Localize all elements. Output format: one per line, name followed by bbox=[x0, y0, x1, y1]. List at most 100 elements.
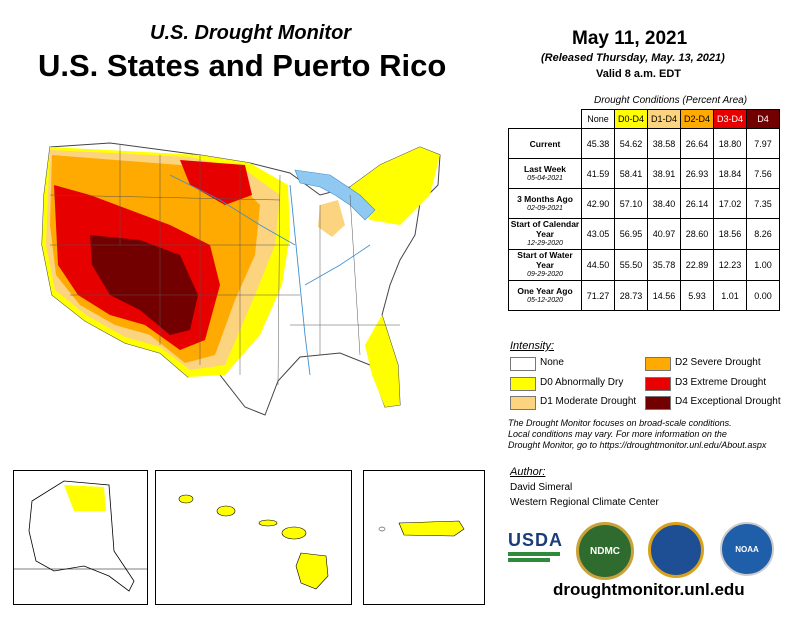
table-header-d0-d4: D0-D4 bbox=[614, 109, 648, 129]
legend-swatch bbox=[645, 396, 671, 410]
table-cell: 7.97 bbox=[746, 128, 780, 159]
puerto-rico-inset bbox=[363, 470, 485, 605]
table-caption: Drought Conditions (Percent Area) bbox=[594, 95, 748, 106]
table-cell: 28.60 bbox=[680, 218, 714, 250]
table-cell: 26.14 bbox=[680, 188, 714, 219]
author-name: David Simeral bbox=[510, 482, 573, 493]
legend-swatch bbox=[510, 396, 536, 410]
table-cell: 57.10 bbox=[614, 188, 648, 219]
map-title: U.S. States and Puerto Rico bbox=[38, 48, 447, 83]
row-label: Start of Water Year 09-29-2020 bbox=[508, 249, 582, 281]
map-date: May 11, 2021 bbox=[572, 28, 688, 49]
legend-label: D1 Moderate Drought bbox=[540, 396, 637, 407]
table-cell: 5.93 bbox=[680, 280, 714, 311]
table-cell: 26.93 bbox=[680, 158, 714, 189]
table-cell: 71.27 bbox=[581, 280, 615, 311]
d4-region-southwest bbox=[90, 235, 198, 335]
table-header-d2-d4: D2-D4 bbox=[680, 109, 714, 129]
footer-url[interactable]: droughtmonitor.unl.edu bbox=[553, 580, 745, 599]
table-cell: 38.40 bbox=[647, 188, 681, 219]
table-row: One Year Ago 05-12-2020 71.27 28.73 14.56 5.9… bbox=[508, 280, 780, 311]
d0-region-northeast bbox=[350, 147, 440, 225]
commerce-seal-logo bbox=[648, 522, 704, 578]
row-label: One Year Ago 05-12-2020 bbox=[508, 280, 582, 311]
table-cell: 14.56 bbox=[647, 280, 681, 311]
table-cell: 40.97 bbox=[647, 218, 681, 250]
conus-map bbox=[41, 142, 441, 416]
author-heading: Author: bbox=[510, 466, 546, 478]
row-label: 3 Months Ago 02-09-2021 bbox=[508, 188, 582, 219]
legend-swatch bbox=[645, 377, 671, 391]
disclaimer-note: The Drought Monitor focuses on broad-sca… bbox=[508, 418, 767, 450]
release-date: (Released Thursday, May. 13, 2021) bbox=[541, 52, 725, 64]
mississippi-river bbox=[289, 184, 311, 376]
row-label: Start of Calendar Year 12-29-2020 bbox=[508, 218, 582, 250]
corner-cell bbox=[509, 110, 582, 129]
drought-conditions-table: None D0-D4 D1-D4 D2-D4 D3-D4 D4 Current 45.38 5… bbox=[508, 109, 780, 311]
map-subtitle: U.S. Drought Monitor bbox=[150, 22, 352, 44]
row-label: Last Week 05-04-2021 bbox=[508, 158, 582, 189]
d3-region-northplains bbox=[180, 160, 252, 205]
hawaii-inset bbox=[155, 470, 352, 605]
table-cell: 43.05 bbox=[581, 218, 615, 250]
table-cell: 18.80 bbox=[713, 128, 747, 159]
table-cell: 58.41 bbox=[614, 158, 648, 189]
valid-time: Valid 8 a.m. EDT bbox=[596, 68, 681, 80]
table-header-d4: D4 bbox=[746, 109, 780, 129]
table-cell: 56.95 bbox=[614, 218, 648, 250]
legend-swatch bbox=[510, 357, 536, 371]
table-cell: 7.35 bbox=[746, 188, 780, 219]
table-cell: 28.73 bbox=[614, 280, 648, 311]
legend-label: D2 Severe Drought bbox=[675, 357, 761, 368]
table-cell: 18.56 bbox=[713, 218, 747, 250]
legend-swatch bbox=[645, 357, 671, 371]
table-header-none: None bbox=[581, 109, 615, 129]
table-cell: 18.84 bbox=[713, 158, 747, 189]
table-header-d3-d4: D3-D4 bbox=[713, 109, 747, 129]
big-island bbox=[295, 552, 329, 590]
author-org: Western Regional Climate Center bbox=[510, 497, 659, 508]
legend-swatch bbox=[510, 377, 536, 391]
usda-logo: USDA bbox=[508, 530, 562, 565]
table-row: Start of Water Year 09-29-2020 44.50 55.50 3… bbox=[508, 249, 780, 281]
table-row: Current 45.38 54.62 38.58 26.64 18.80 7.97 bbox=[508, 128, 780, 159]
table-cell: 8.26 bbox=[746, 218, 780, 250]
noaa-logo: NOAA bbox=[720, 522, 774, 576]
legend-label: D0 Abnormally Dry bbox=[540, 377, 624, 388]
table-cell: 22.89 bbox=[680, 249, 714, 281]
ohio-river bbox=[304, 244, 371, 286]
table-row: 3 Months Ago 02-09-2021 42.90 57.10 38.40 26.… bbox=[508, 188, 780, 219]
table-cell: 42.90 bbox=[581, 188, 615, 219]
d0-region-southeast bbox=[365, 315, 400, 407]
table-cell: 26.64 bbox=[680, 128, 714, 159]
table-cell: 54.62 bbox=[614, 128, 648, 159]
table-cell: 12.23 bbox=[713, 249, 747, 281]
ndmc-logo: NDMC bbox=[576, 522, 634, 580]
alaska-land bbox=[28, 480, 135, 592]
table-cell: 35.78 bbox=[647, 249, 681, 281]
legend-label: D3 Extreme Drought bbox=[675, 377, 767, 388]
state-borders bbox=[49, 145, 400, 386]
table-header-d1-d4: D1-D4 bbox=[647, 109, 681, 129]
alaska-inset bbox=[13, 470, 148, 605]
table-cell: 45.38 bbox=[581, 128, 615, 159]
table-cell: 17.02 bbox=[713, 188, 747, 219]
table-cell: 1.01 bbox=[713, 280, 747, 311]
table-cell: 0.00 bbox=[746, 280, 780, 311]
table-cell: 38.58 bbox=[647, 128, 681, 159]
table-cell: 44.50 bbox=[581, 249, 615, 281]
great-lakes bbox=[294, 169, 376, 221]
puerto-rico-land bbox=[398, 520, 465, 537]
table-cell: 1.00 bbox=[746, 249, 780, 281]
table-row: Last Week 05-04-2021 41.59 58.41 38.91 26.93 1… bbox=[508, 158, 780, 189]
legend-label: D4 Exceptional Drought bbox=[675, 396, 781, 407]
table-row: Start of Calendar Year 12-29-2020 43.05 56.… bbox=[508, 218, 780, 250]
row-label: Current bbox=[508, 128, 582, 159]
legend-title: Intensity: bbox=[510, 340, 555, 352]
legend-label: None bbox=[540, 357, 564, 368]
table-cell: 55.50 bbox=[614, 249, 648, 281]
table-cell: 41.59 bbox=[581, 158, 615, 189]
alaska-d0-region bbox=[64, 485, 106, 511]
table-cell: 38.91 bbox=[647, 158, 681, 189]
table-cell: 7.56 bbox=[746, 158, 780, 189]
